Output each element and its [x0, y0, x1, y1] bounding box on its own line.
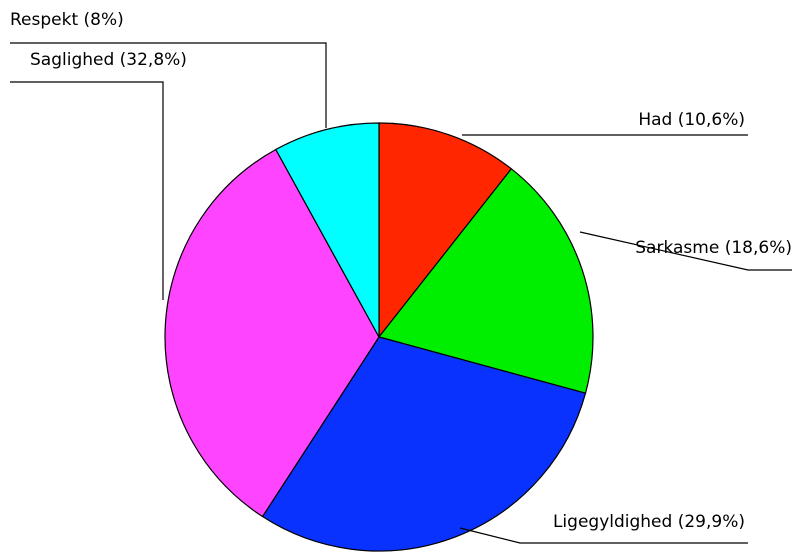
- value-label: (10,6%): [678, 110, 745, 130]
- slice-label: Sarkasme (18,6%): [635, 238, 792, 258]
- slice-label: Saglighed (32,8%): [30, 50, 187, 70]
- leader-line: [459, 527, 748, 544]
- value-label: (29,9%): [678, 512, 745, 532]
- value-label: (18,6%): [725, 238, 792, 258]
- category-name: Ligegyldighed: [553, 512, 672, 532]
- category-name: Sarkasme: [635, 238, 719, 258]
- slice-label: Had (10,6%): [638, 110, 745, 130]
- pie-slice: [164, 148, 380, 518]
- slice-label: Ligegyldighed (29,9%): [553, 512, 745, 532]
- leader-line: [579, 231, 792, 271]
- pie-slice: [261, 336, 587, 552]
- value-label: (8%): [84, 10, 124, 30]
- pie-slice: [274, 122, 380, 338]
- leader-line: [10, 42, 327, 128]
- category-name: Saglighed: [30, 50, 114, 70]
- leader-line: [10, 81, 164, 300]
- pie-slice: [377, 167, 594, 394]
- pie-slice: [378, 122, 513, 339]
- value-label: (32,8%): [120, 50, 187, 70]
- category-name: Had: [638, 110, 672, 130]
- category-name: Respekt: [10, 10, 78, 30]
- slice-label: Respekt (8%): [10, 10, 124, 30]
